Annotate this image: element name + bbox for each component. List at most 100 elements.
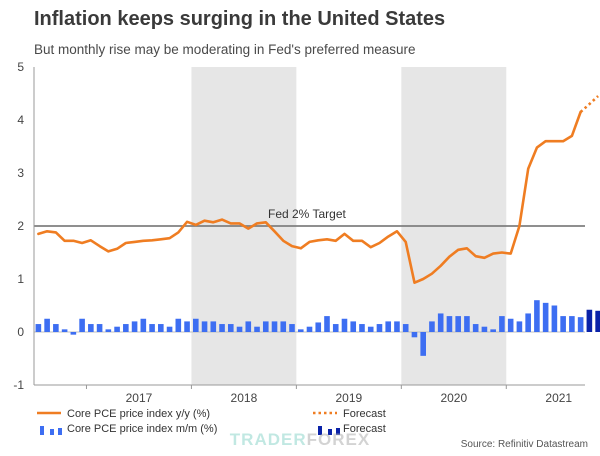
mm-bar [158,324,164,332]
watermark-logo: TRADERFOREX [230,430,370,449]
mm-bar [262,321,269,332]
mm-bar [271,321,278,332]
mm-bar [367,326,374,332]
mm-bar [437,313,444,332]
legend-swatch-mm [50,429,54,435]
mm-bar [166,326,173,332]
legend-swatch-forecast-bars [318,426,322,435]
mm-bar [140,318,147,332]
y-tick-label: 0 [17,325,24,339]
mm-bar [79,318,85,332]
x-tick-label: 2020 [440,391,467,405]
mm-bar [385,321,392,332]
mm-bar [114,326,120,332]
mm-forecast-bar [595,310,600,332]
legend-swatch-mm [58,428,62,435]
source-note: Source: Refinitiv Datastream [461,439,588,450]
legend-swatch-forecast-bars [336,428,340,435]
mm-bar [88,324,94,332]
y-tick-label: 1 [17,272,24,286]
mm-bar [245,321,252,332]
mm-bar [289,324,295,332]
yy-forecast-line [579,95,599,113]
mm-bar [184,321,190,332]
mm-bar [542,302,549,332]
mm-bar [306,326,313,332]
mm-bar [394,321,400,332]
mm-bar [236,326,243,332]
mm-bar [297,329,304,332]
mm-bar [35,324,42,332]
mm-bar [560,316,566,332]
mm-bar [472,324,479,332]
mm-bar [534,300,540,332]
mm-bar [193,318,199,332]
mm-bar [499,316,505,332]
legend-label-yy: Core PCE price index y/y (%) [67,408,210,420]
mm-bar [525,313,531,332]
mm-bar [551,305,558,332]
chart-title: Inflation keeps surging in the United St… [34,8,446,30]
mm-bar [455,316,461,332]
y-tick-label: 4 [17,113,24,127]
mm-bar [61,329,68,332]
mm-bar [420,332,426,356]
x-tick-label: 2018 [231,391,258,405]
x-tick-label: 2017 [126,391,153,405]
mm-bar [481,326,488,332]
mm-bar [280,321,287,332]
mm-bar [149,324,155,332]
mm-bar [254,326,260,332]
mm-bar [350,321,357,332]
y-tick-label: 3 [17,166,24,180]
mm-bar [376,324,383,332]
mm-bar [569,316,575,332]
mm-bar [446,316,453,332]
mm-bar [70,332,77,335]
mm-bar [341,318,348,332]
axes: 5 4 3 2 1 0 -1 2017 2018 2019 2020 2021 [13,60,585,405]
mm-bar [123,324,129,332]
legend-label-mm: Core PCE price index m/m (%) [67,423,217,435]
mm-bar [411,332,418,338]
x-tick-label: 2021 [545,391,572,405]
mm-bar [219,324,225,332]
mm-bar [53,324,59,332]
y-tick-label: -1 [13,378,24,392]
mm-forecast-bar [586,309,593,332]
y-tick-label: 5 [17,60,24,74]
yy-line-group [37,95,599,285]
mm-bar [201,321,208,332]
yy-series-line [37,110,582,285]
mm-bar [332,324,339,332]
mm-bar [577,317,584,332]
mm-bar [315,322,322,332]
mm-bar [507,318,514,332]
mm-bar [210,321,217,332]
mm-bar [131,321,138,332]
mm-bar [359,324,365,332]
legend-label-forecast-line: Forecast [343,408,386,420]
mm-bar [324,316,330,332]
legend-swatch-forecast-bars [328,429,332,435]
legend-label-forecast-bars: Forecast [343,423,386,435]
fed-target-line-group: Fed 2% Target [34,207,585,227]
mm-bar [227,324,234,332]
chart-subtitle: But monthly rise may be moderating in Fe… [34,42,416,57]
mm-bar [96,324,103,332]
mm-bar [175,318,182,332]
mm-bars [35,300,600,356]
x-tick-label: 2019 [336,391,363,405]
legend: Core PCE price index y/y (%) Forecast Co… [37,408,386,435]
fed-target-label: Fed 2% Target [268,207,346,221]
y-tick-label: 2 [17,219,24,233]
legend-swatch-mm [40,426,44,435]
mm-bar [516,321,523,332]
mm-bar [429,321,435,332]
mm-bar [44,318,50,332]
mm-bar [490,329,496,332]
mm-bar [105,329,112,332]
mm-bar [464,316,470,332]
mm-bar [402,324,409,332]
